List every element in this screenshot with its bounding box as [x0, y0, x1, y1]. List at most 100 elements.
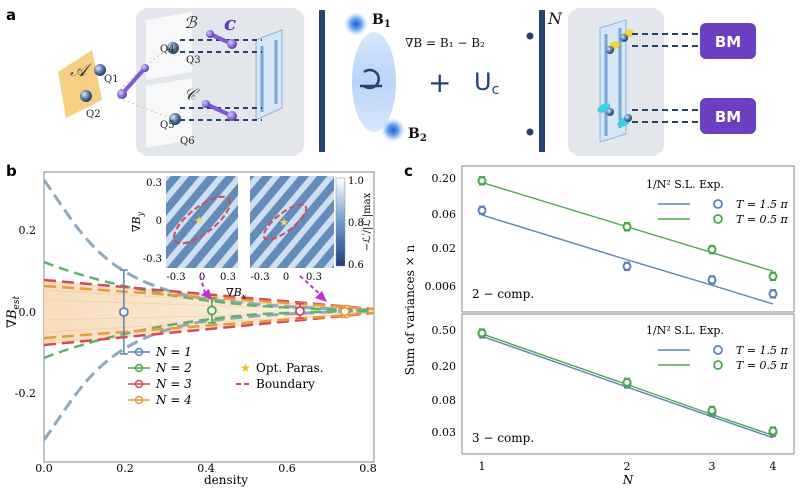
opt-star-right: ★ — [279, 216, 289, 229]
point-n1 — [118, 307, 129, 317]
data-point — [477, 176, 487, 186]
legend-marker — [134, 379, 144, 389]
bracket-dot — [526, 32, 534, 40]
plate-cc — [255, 29, 283, 121]
panel-c: c 0.20 0.06 0.02 0.006 0.50 0.20 0.08 0.… — [403, 162, 795, 487]
field-b2-dot — [380, 117, 406, 143]
pair-qubit — [141, 64, 149, 72]
legend-n1: N = 1 — [155, 345, 192, 359]
legend-marker — [713, 214, 723, 224]
inset-heatmap-left-overlay — [166, 176, 238, 268]
plot-area-c-bottom — [477, 328, 778, 439]
n-exponent: N — [547, 9, 563, 28]
data-point — [768, 289, 778, 299]
data-point — [622, 261, 632, 271]
legend-marker — [134, 363, 144, 373]
point-n4 — [340, 306, 350, 317]
legend-c-bottom: 1/N² S.L. Exp. T = 1.5 π T = 0.5 π — [646, 324, 789, 372]
panel-a-label: a — [6, 6, 16, 24]
qubit-q2 — [80, 90, 92, 102]
legend-opt-paras: Opt. Paras. — [256, 361, 324, 375]
boundary-n2-lower — [44, 309, 374, 360]
boundary-n4-lower — [44, 311, 374, 340]
gradient-equation: ∇B = B₁ − B₂ — [405, 36, 485, 50]
data-point — [707, 405, 717, 415]
field-cloud — [352, 32, 396, 132]
inset-ytick: -0.3 — [143, 254, 162, 265]
inset-heatmap-right-overlay — [250, 176, 334, 268]
fit-line-0 — [481, 214, 774, 305]
legend-star-icon: ★ — [240, 361, 251, 375]
panel-b-label: b — [6, 162, 17, 180]
field-b2-label: B2 — [408, 126, 427, 144]
cbar-tick: 1.0 — [348, 176, 364, 187]
legend-marker — [134, 395, 144, 405]
q6-label: Q6 — [180, 136, 195, 147]
xtick-b: 0.0 — [35, 462, 53, 475]
plus-sign: + — [428, 66, 451, 99]
left-separator — [319, 10, 325, 152]
data-point — [768, 426, 778, 436]
legend-header: 1/N² S.L. Exp. — [646, 324, 724, 337]
legend-t15: T = 1.5 π — [736, 198, 789, 211]
legend-header: 1/N² S.L. Exp. — [646, 178, 724, 191]
field-b1-label: B1 — [372, 12, 391, 30]
pair-qubit — [202, 100, 210, 108]
rotation-icon — [363, 68, 380, 90]
top-panel-name: 2 − comp. — [472, 287, 534, 301]
entangle-bond — [120, 66, 147, 96]
cbar-tick: 0.8 — [348, 218, 364, 229]
legend-n3: N = 3 — [155, 377, 192, 391]
ytick-c-top: 0.06 — [432, 208, 457, 221]
xtick-b: 0.2 — [116, 462, 134, 475]
xtick-c: 2 — [624, 460, 631, 473]
q5-label: Q5 — [160, 120, 175, 131]
q1-label: Q1 — [104, 74, 119, 85]
plot-frame-c-top — [461, 165, 795, 313]
arrow-left-head — [201, 289, 212, 300]
ytick-b: 0.2 — [19, 224, 37, 237]
xtick-c: 3 — [709, 460, 716, 473]
ytick-c-bottom: 0.03 — [432, 426, 457, 439]
qubit — [606, 108, 614, 116]
bracket-dot — [526, 128, 534, 136]
inset-xtick: 0 — [199, 272, 205, 283]
panel-a: a 𝒜 ℬ 𝒞 𝒄 Q1 Q2 — [6, 6, 756, 156]
inset-boundary-right — [262, 203, 308, 241]
plate-a — [58, 50, 102, 118]
xlabel-b: density — [204, 473, 248, 487]
pair-qubit — [206, 30, 214, 38]
inset-ylabel: ∇By — [130, 211, 145, 232]
qubit-q6 — [169, 113, 181, 125]
inset-ytick: 0.3 — [146, 178, 162, 189]
ylabel-b: ∇Best — [5, 296, 22, 329]
qubit — [624, 114, 632, 122]
fit-line-1 — [481, 333, 774, 437]
legend-t05: T = 0.5 π — [736, 359, 789, 372]
xtick-b: 0.4 — [197, 462, 215, 475]
bm-label-1: BM — [715, 33, 741, 51]
ytick-b: -0.2 — [15, 387, 36, 400]
xtick-b: 0.8 — [359, 462, 377, 475]
panel-c-label: c — [404, 162, 413, 180]
arrow-right-head — [315, 291, 327, 302]
ytick-b: 0.0 — [19, 306, 37, 319]
uc-operator: Uc — [474, 68, 499, 98]
bm-box-2 — [700, 98, 756, 134]
inset-xtick: 0 — [283, 272, 289, 283]
fit-line-1 — [481, 181, 774, 272]
ylabel-c: Sum of variances × n — [403, 245, 417, 376]
legend-t05: T = 0.5 π — [736, 213, 789, 226]
pair-qubit — [227, 111, 237, 121]
inset-xtick: 0.3 — [306, 272, 322, 283]
data-point — [622, 222, 632, 232]
inset-heatmap-right — [250, 176, 334, 268]
bottom-panel-name: 3 − comp. — [472, 431, 534, 445]
qubit — [620, 34, 628, 42]
boundary-n1-upper — [44, 179, 374, 312]
colorbar — [335, 177, 346, 267]
node-b-label: ℬ — [184, 13, 198, 32]
node-cc-label: 𝒄 — [224, 11, 236, 35]
point-n2 — [206, 305, 217, 316]
